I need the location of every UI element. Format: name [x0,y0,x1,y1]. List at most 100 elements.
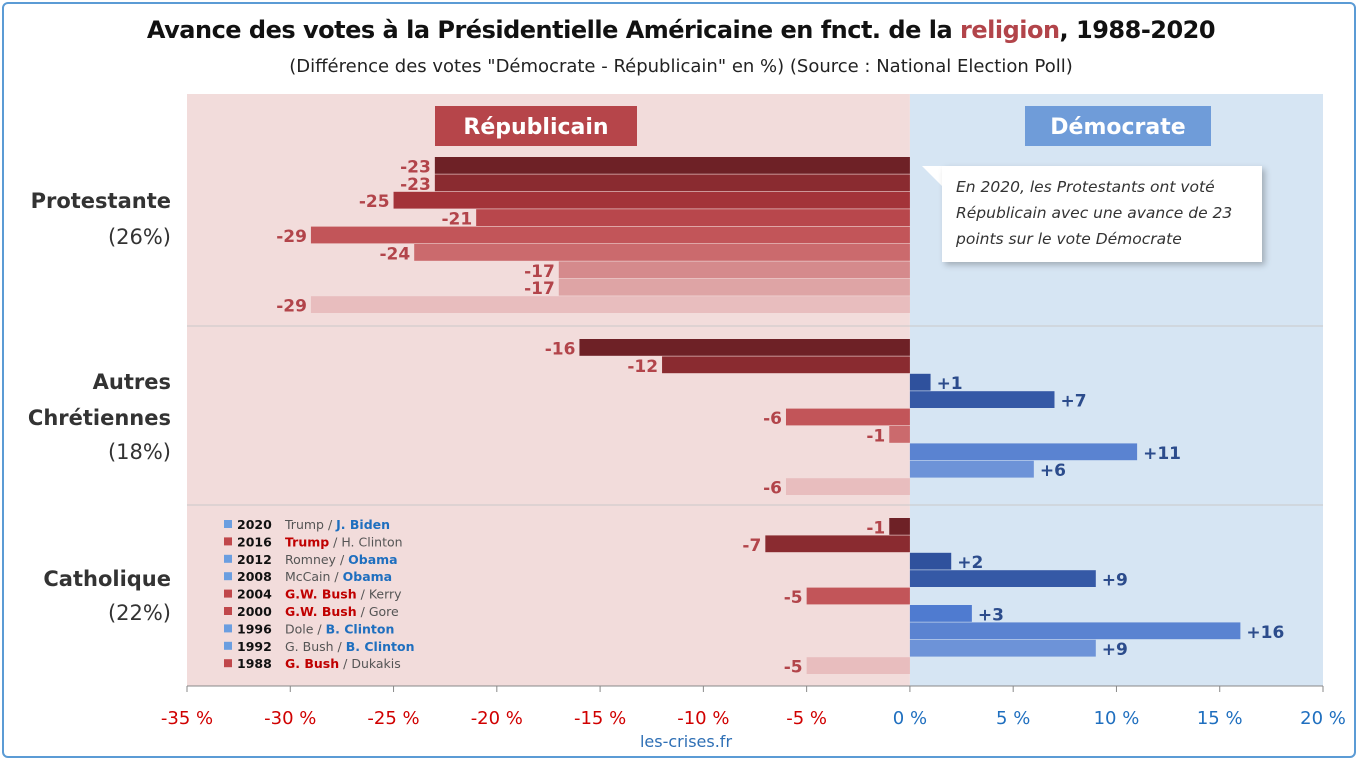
legend-year: 2004 [237,587,272,602]
bar [909,639,1096,657]
category-label: Catholique [43,567,171,591]
data-label: -23 [400,157,431,177]
legend-dem-candidate: J. Biden [335,517,390,532]
data-label: -1 [866,426,885,446]
category-share: (18%) [108,440,171,464]
bar [310,296,910,313]
legend-rep-candidate: Trump [285,534,329,549]
x-tick-label: -25 % [367,708,419,729]
data-label: -1 [866,518,885,538]
bar [434,157,910,174]
x-tick-label: -35 % [161,708,213,729]
category-share: (26%) [108,225,171,249]
legend-rep-candidate: Romney [285,552,337,567]
data-label: -29 [276,227,307,247]
legend-entry: G. Bush / Dukakis [285,656,401,671]
data-label: +11 [1143,444,1181,464]
legend-swatch [224,554,232,563]
legend-entry: Trump / H. Clinton [285,534,403,549]
legend-swatch [224,537,232,546]
title-highlight: religion [960,16,1060,44]
legend-rep-candidate: G.W. Bush [285,604,357,619]
bar [414,244,910,261]
legend-rep-candidate: G. Bush [285,656,339,671]
bar [662,356,910,374]
data-label: -21 [441,210,472,230]
data-label: -5 [784,658,803,678]
data-label: +9 [1102,571,1128,591]
category-share: (22%) [108,601,171,625]
data-label: +6 [1040,461,1066,481]
legend-year: 2000 [237,604,272,619]
legend-rep-candidate: G.W. Bush [285,587,357,602]
x-tick-label: -10 % [677,708,729,729]
legend-entry: G. Bush / B. Clinton [285,639,414,654]
legend-separator: / [313,621,325,636]
x-tick-label: -15 % [574,708,626,729]
legend-rep-candidate: Trump [284,517,324,532]
bar [909,460,1034,478]
bar [579,339,910,356]
legend-year: 2012 [237,552,272,567]
title-years: , 1988-2020 [1059,16,1216,44]
data-label: +3 [978,605,1004,625]
republican-banner [435,106,637,146]
x-tick-label: -30 % [264,708,316,729]
bar [785,408,910,426]
legend-year: 2008 [237,569,272,584]
legend-entry: G.W. Bush / Kerry [285,587,402,602]
bar [558,278,910,296]
legend-year: 1992 [237,639,272,654]
source-credit: les-crises.fr [639,732,733,751]
data-label: -6 [763,409,782,429]
x-tick-label: 15 % [1197,708,1243,729]
bar [785,478,910,495]
data-label: -12 [627,357,658,377]
data-label: -23 [400,175,431,195]
legend-dem-candidate: Gore [369,604,399,619]
data-label: +2 [957,553,983,573]
legend-separator: / [339,656,351,671]
bar [909,391,1055,408]
category-label: Protestante [31,189,171,213]
data-label: -5 [784,588,803,608]
legend-entry: Trump / J. Biden [284,517,390,532]
legend-separator: / [336,552,348,567]
legend-separator: / [334,639,346,654]
data-label: -16 [545,339,576,359]
legend-entry: Dole / B. Clinton [285,621,394,636]
bar [909,605,972,622]
bar [806,587,910,605]
legend-separator: / [329,534,341,549]
bar [889,518,910,535]
legend-entry: G.W. Bush / Gore [285,604,399,619]
bar [558,261,910,279]
data-label: -17 [524,279,555,299]
legend-dem-candidate: B. Clinton [346,639,415,654]
legend-separator: / [330,569,342,584]
annotation-callout: En 2020, les Protestants ont voté Républ… [942,166,1262,262]
legend-year: 2020 [237,517,272,532]
bar [909,622,1241,640]
legend-year: 1988 [237,656,272,671]
legend-swatch [224,572,232,581]
legend-swatch [224,589,232,598]
x-tick-label: -5 % [786,708,827,729]
chart-subtitle: (Différence des votes "Démocrate - Répub… [289,56,1073,77]
x-tick-label: 0 % [893,708,927,729]
x-tick-label: 20 % [1300,708,1346,729]
bar [909,443,1138,461]
democrat-banner [1025,106,1211,146]
bar [909,570,1096,587]
bar [806,657,910,674]
data-label: +16 [1246,623,1284,643]
legend-rep-candidate: G. Bush [285,639,334,654]
legend-year: 1996 [237,621,272,636]
callout-pointer [922,166,944,188]
legend-dem-candidate: Kerry [369,587,402,602]
bar [476,209,910,226]
legend-swatch [224,607,232,615]
data-label: -29 [276,297,307,317]
